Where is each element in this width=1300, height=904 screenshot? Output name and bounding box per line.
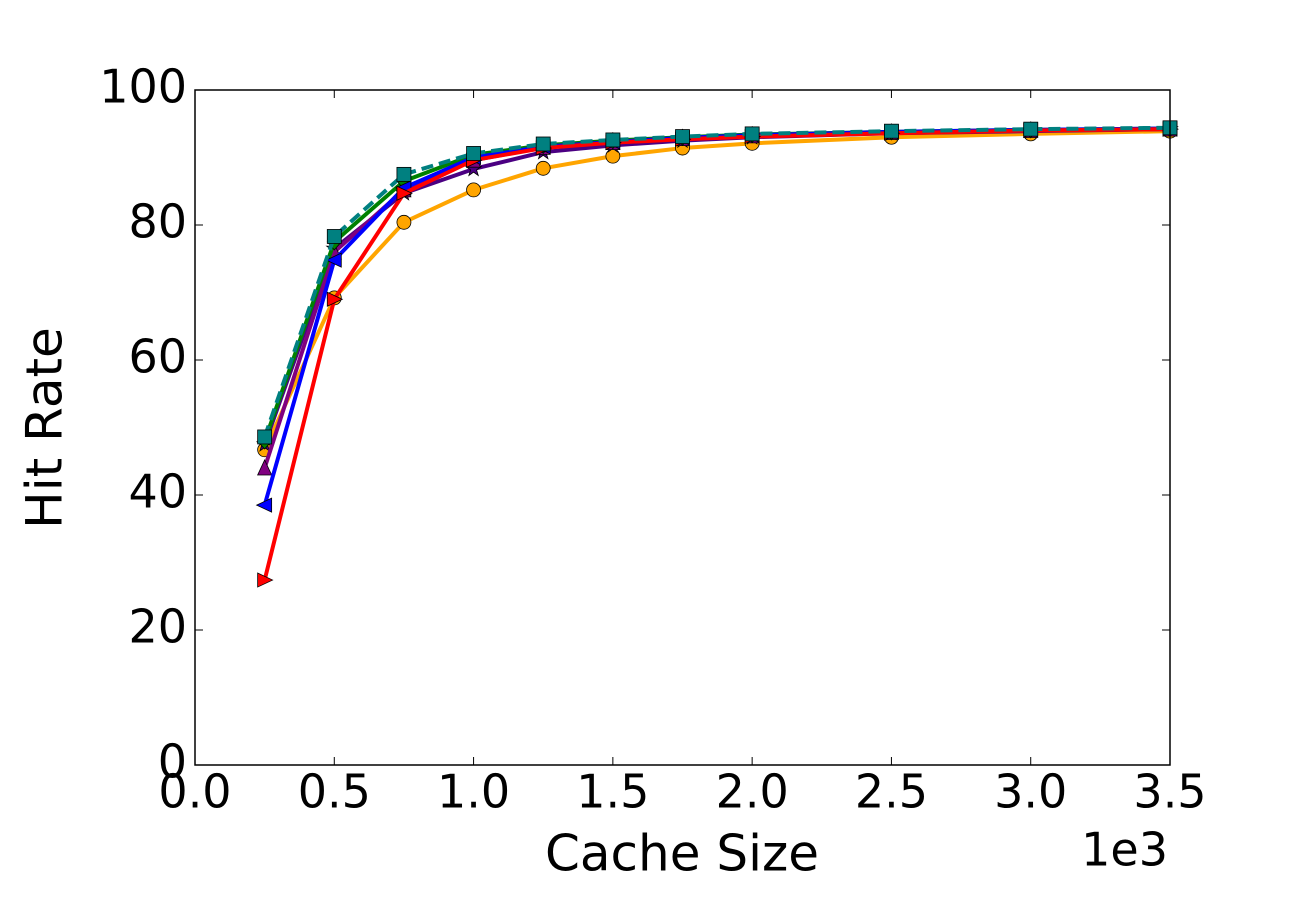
y-tick-label: 80 <box>128 195 187 249</box>
y-tick-label: 60 <box>128 330 187 384</box>
x-tick-label: 0.5 <box>298 765 371 819</box>
marker <box>396 185 413 201</box>
x-axis-label: Cache Size <box>545 825 819 883</box>
x-tick-label: 1.0 <box>437 765 510 819</box>
marker <box>535 160 551 176</box>
marker <box>744 126 760 142</box>
x-tick-label: 3.0 <box>994 765 1067 819</box>
marker <box>326 291 344 307</box>
x-tick-label: 1.5 <box>576 765 649 819</box>
marker <box>675 129 690 144</box>
series-line <box>262 125 1171 438</box>
x-tick-label: 2.5 <box>855 765 928 819</box>
marker <box>257 572 274 588</box>
marker <box>466 182 481 198</box>
marker <box>396 166 412 182</box>
marker <box>535 136 551 152</box>
y-axis-label: Hit Rate <box>16 327 74 529</box>
y-tick-label: 40 <box>128 465 187 519</box>
marker <box>255 497 273 513</box>
marker <box>605 132 621 148</box>
y-tick-label: 0 <box>158 735 187 789</box>
marker <box>1023 121 1039 137</box>
marker <box>396 214 412 230</box>
x-tick-label: 0.0 <box>158 765 231 819</box>
x-tick-label: 3.5 <box>1133 765 1206 819</box>
marker <box>466 146 481 161</box>
x-tick-label: 2.0 <box>716 765 789 819</box>
plot-frame <box>194 89 1171 766</box>
marker <box>325 252 342 268</box>
y-tick-label: 20 <box>128 600 187 654</box>
marker <box>257 429 273 445</box>
y-tick-label: 100 <box>99 60 187 114</box>
marker <box>257 459 273 476</box>
x-offset-label: 1e3 <box>1081 823 1168 877</box>
marker <box>884 123 899 139</box>
marker <box>326 229 342 244</box>
